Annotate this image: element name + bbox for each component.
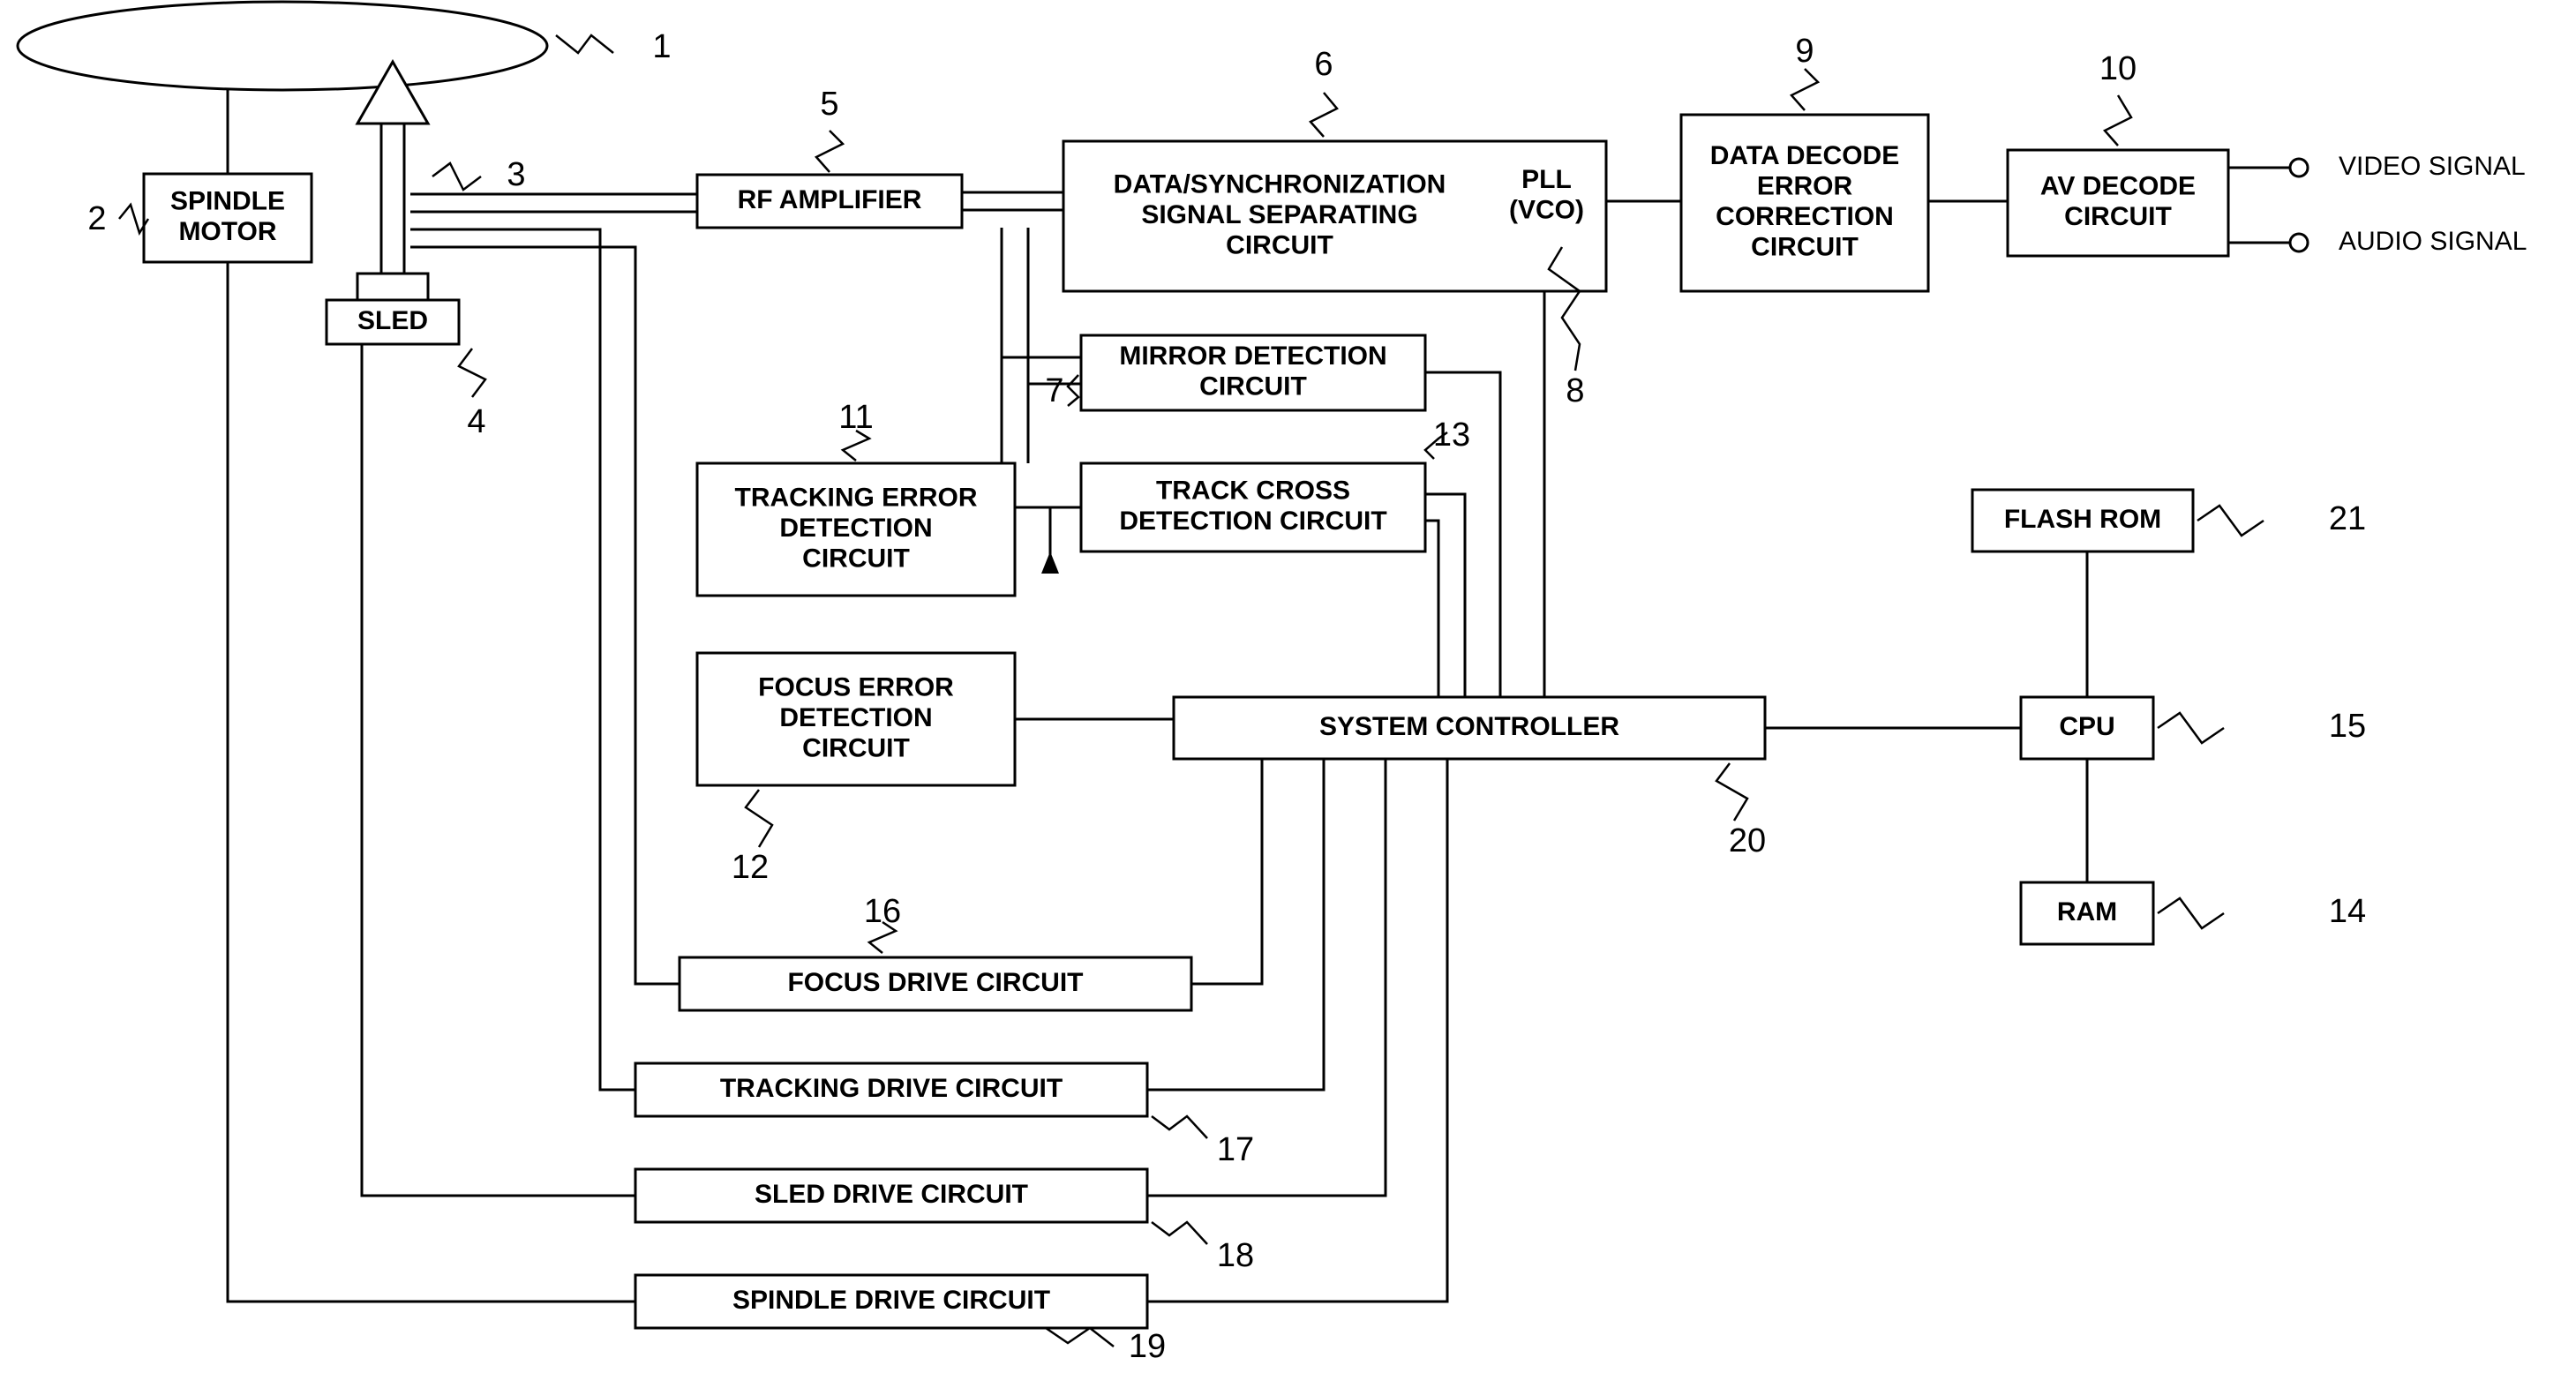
leader-5 — [816, 131, 843, 172]
block-label-decode_err-1: ERROR — [1757, 172, 1853, 201]
svg-text:VIDEO SIGNAL: VIDEO SIGNAL — [2339, 152, 2526, 181]
block-label-data_sync-2: CIRCUIT — [1226, 230, 1333, 259]
block-label-av_decode-1: CIRCUIT — [2064, 202, 2172, 231]
block-label-focus_err-1: DETECTION — [779, 703, 932, 732]
block-label-pll-0: PLL — [1521, 165, 1572, 194]
block-label-track_cross-1: DETECTION CIRCUIT — [1119, 506, 1386, 536]
leader-7 — [1068, 375, 1078, 406]
refnum-11: 11 — [838, 399, 873, 436]
refnum-2: 2 — [87, 200, 106, 237]
block-label-decode_err-0: DATA DECODE — [1710, 141, 1899, 170]
leader-9 — [1791, 69, 1818, 110]
refnum-15: 15 — [2329, 708, 2366, 745]
leader-20 — [1716, 763, 1747, 821]
refnum-14: 14 — [2329, 893, 2366, 930]
block-label-spindle_motor-1: MOTOR — [178, 217, 276, 246]
block-label-track_err-0: TRACKING ERROR — [735, 483, 978, 512]
leader-12 — [746, 790, 772, 847]
leader-14 — [2158, 898, 2224, 928]
leader-1 — [556, 35, 613, 53]
block-label-focus_err-2: CIRCUIT — [802, 733, 910, 762]
refnum-8: 8 — [1566, 372, 1584, 409]
block-label-av_decode-0: AV DECODE — [2040, 172, 2196, 201]
refnum-21: 21 — [2329, 500, 2366, 537]
block-label-decode_err-3: CIRCUIT — [1751, 233, 1859, 262]
block-label-pll-1: (VCO) — [1509, 196, 1584, 225]
leader-17 — [1152, 1116, 1207, 1138]
refnum-4: 4 — [467, 403, 485, 440]
block-label-ram-0: RAM — [2057, 897, 2117, 927]
refnum-13: 13 — [1433, 416, 1470, 454]
leader-10 — [2105, 95, 2131, 146]
block-label-spindle_drive-0: SPINDLE DRIVE CIRCUIT — [732, 1286, 1050, 1315]
refnum-3: 3 — [507, 156, 525, 193]
block-label-track_cross-0: TRACK CROSS — [1156, 476, 1350, 506]
refnum-10: 10 — [2099, 50, 2137, 87]
diagram-root: SPINDLEMOTOR SLED RF AMPLIFIER DATA/SYNCHRO… — [0, 0, 2576, 1373]
block-label-sys_ctrl-0: SYSTEM CONTROLLER — [1319, 712, 1619, 741]
block-label-rf_amp-0: RF AMPLIFIER — [738, 185, 922, 214]
leader-21 — [2197, 506, 2264, 536]
block-label-spindle_motor-0: SPINDLE — [170, 187, 285, 216]
refnum-17: 17 — [1217, 1131, 1254, 1168]
leader-6 — [1311, 93, 1337, 137]
block-label-sled-0: SLED — [357, 306, 428, 335]
leader-15 — [2158, 713, 2224, 743]
block-label-track_drive-0: TRACKING DRIVE CIRCUIT — [720, 1074, 1063, 1103]
svg-text:AUDIO SIGNAL: AUDIO SIGNAL — [2339, 227, 2527, 256]
block-label-sled_drive-0: SLED DRIVE CIRCUIT — [755, 1180, 1028, 1209]
refnum-18: 18 — [1217, 1237, 1254, 1274]
block-label-decode_err-2: CORRECTION — [1716, 202, 1894, 231]
refnum-5: 5 — [820, 86, 838, 123]
refnum-6: 6 — [1314, 46, 1333, 83]
refnum-1: 1 — [652, 28, 671, 65]
leader-4 — [459, 349, 485, 397]
refnum-9: 9 — [1795, 33, 1814, 70]
leader-19 — [1046, 1328, 1114, 1347]
refnum-20: 20 — [1729, 822, 1766, 859]
refnum-16: 16 — [864, 893, 901, 930]
block-label-mirror-1: CIRCUIT — [1199, 372, 1307, 401]
refnum-7: 7 — [1045, 372, 1063, 409]
refnum-19: 19 — [1129, 1328, 1166, 1365]
block-label-data_sync-0: DATA/SYNCHRONIZATION — [1114, 169, 1446, 199]
leader-18 — [1152, 1222, 1207, 1244]
block-label-cpu-0: CPU — [2059, 712, 2114, 741]
block-label-track_err-2: CIRCUIT — [802, 544, 910, 573]
block-label-track_err-1: DETECTION — [779, 514, 932, 543]
block-label-focus_drive-0: FOCUS DRIVE CIRCUIT — [787, 968, 1083, 997]
leader-3 — [432, 163, 481, 190]
block-label-focus_err-0: FOCUS ERROR — [758, 672, 954, 702]
block-label-flash_rom-0: FLASH ROM — [2004, 505, 2161, 534]
block-label-data_sync-1: SIGNAL SEPARATING — [1141, 200, 1417, 229]
block-label-mirror-0: MIRROR DETECTION — [1119, 341, 1386, 371]
refnum-12: 12 — [732, 849, 769, 886]
